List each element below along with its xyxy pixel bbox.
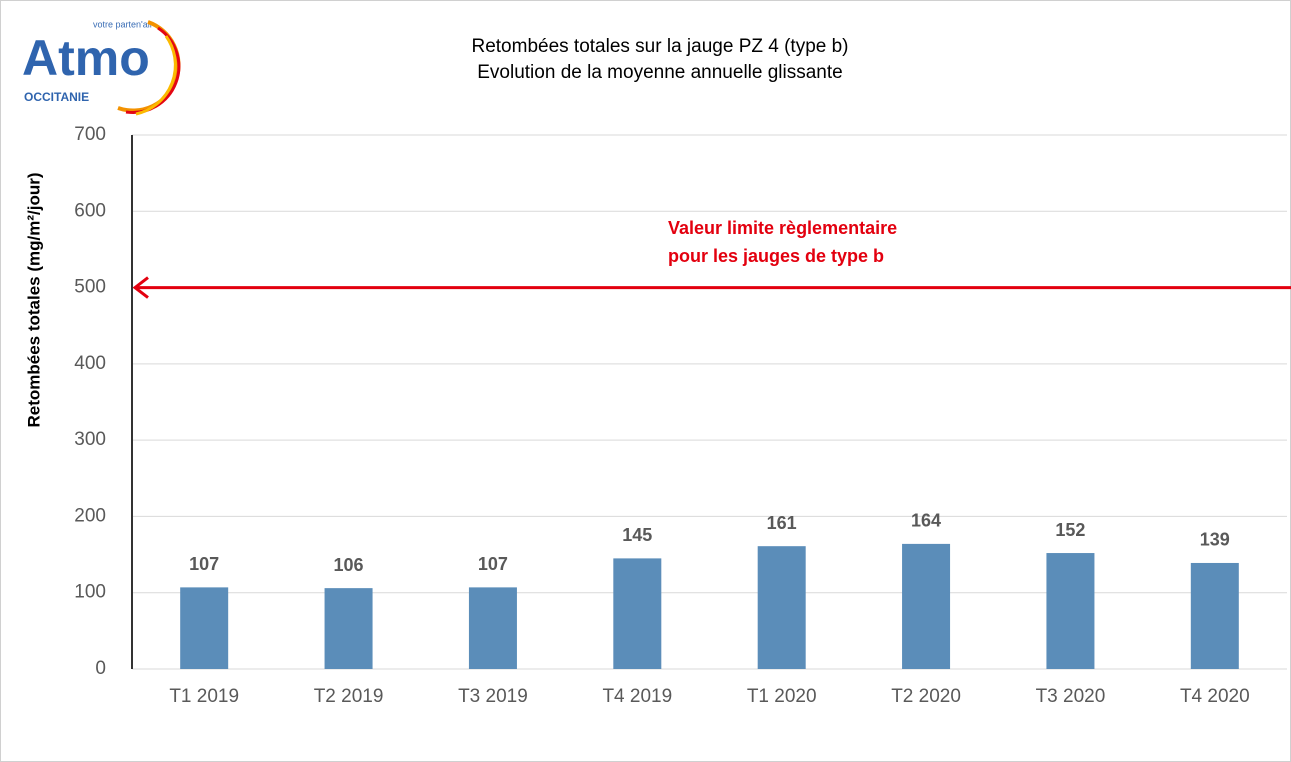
x-tick-label: T3 2019 bbox=[458, 686, 528, 707]
value-label: 107 bbox=[189, 554, 219, 574]
logo-bg bbox=[14, 12, 182, 118]
value-label: 152 bbox=[1055, 520, 1085, 540]
bar bbox=[1046, 553, 1095, 669]
x-tick-label: T1 2020 bbox=[747, 686, 817, 707]
bar bbox=[468, 587, 517, 669]
logo-region: OCCITANIE bbox=[24, 90, 89, 104]
logo-tagline: votre parten'air bbox=[93, 19, 153, 29]
value-label: 139 bbox=[1200, 530, 1230, 550]
bar bbox=[902, 543, 951, 669]
value-label: 161 bbox=[767, 513, 797, 533]
y-axis-label: Retombées totales (mg/m²/jour) bbox=[24, 172, 43, 427]
x-tick-label: T1 2019 bbox=[169, 686, 239, 707]
bar bbox=[757, 546, 806, 669]
bar bbox=[324, 588, 373, 669]
y-tick-label: 200 bbox=[74, 505, 106, 526]
y-tick-label: 300 bbox=[74, 429, 106, 450]
y-tick-label: 100 bbox=[74, 582, 106, 603]
x-tick-label: T2 2020 bbox=[891, 686, 961, 707]
logo-name: Atmo bbox=[22, 30, 150, 86]
value-label: 107 bbox=[478, 554, 508, 574]
x-tick-label: T4 2020 bbox=[1180, 686, 1250, 707]
y-tick-label: 700 bbox=[74, 124, 106, 145]
logo: votre parten'air Atmo OCCITANIE bbox=[14, 12, 182, 118]
x-tick-label: T4 2019 bbox=[602, 686, 672, 707]
x-tick-label: T2 2019 bbox=[314, 686, 384, 707]
y-tick-label: 0 bbox=[95, 658, 106, 679]
value-label: 164 bbox=[911, 511, 941, 531]
reference-label: pour les jauges de type b bbox=[668, 246, 884, 266]
y-tick-label: 400 bbox=[74, 353, 106, 374]
chart-subtitle: Evolution de la moyenne annuelle glissan… bbox=[477, 62, 842, 83]
x-tick-label: T3 2020 bbox=[1036, 686, 1106, 707]
y-tick-label: 600 bbox=[74, 200, 106, 221]
bar bbox=[1190, 562, 1239, 669]
bar bbox=[180, 587, 229, 669]
value-label: 145 bbox=[622, 525, 652, 545]
reference-label: Valeur limite règlementaire bbox=[668, 218, 897, 238]
reference-arrowhead bbox=[132, 276, 149, 299]
logo-arc bbox=[135, 35, 177, 116]
y-tick-label: 500 bbox=[74, 277, 106, 298]
value-label: 106 bbox=[334, 555, 364, 575]
chart-title: Retombées totales sur la jauge PZ 4 (typ… bbox=[471, 36, 848, 57]
bar bbox=[613, 558, 662, 669]
